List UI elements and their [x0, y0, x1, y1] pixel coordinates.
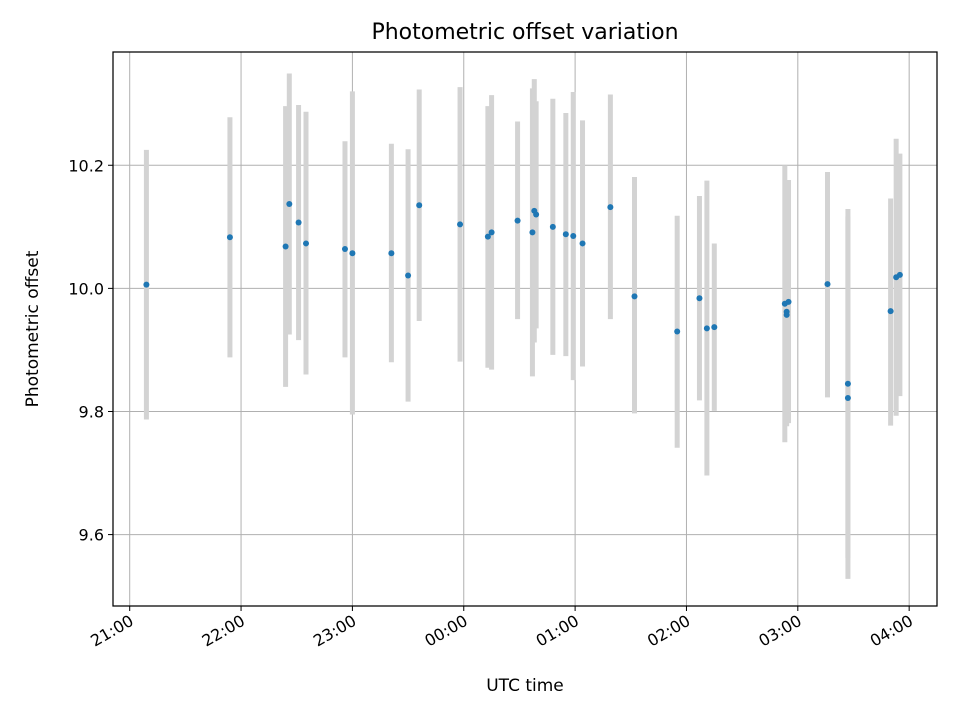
data-point — [896, 271, 903, 278]
data-point — [295, 219, 302, 226]
y-tick-label: 10.2 — [68, 156, 104, 175]
data-point — [341, 245, 348, 252]
data-point — [349, 250, 356, 257]
data-point — [844, 380, 851, 387]
y-axis-ticks: 9.6 9.8 10.0 10.2 — [68, 156, 113, 545]
data-point — [785, 298, 792, 305]
data-point — [579, 240, 586, 247]
data-point — [533, 211, 540, 218]
data-point — [696, 295, 703, 302]
y-tick-label: 9.6 — [79, 526, 104, 545]
data-point — [570, 233, 577, 240]
data-point — [844, 394, 851, 401]
data-point — [405, 272, 412, 279]
data-point — [703, 325, 710, 332]
data-point — [607, 204, 614, 211]
data-point — [631, 293, 638, 300]
data-point — [783, 311, 790, 318]
data-point — [824, 281, 831, 288]
data-point — [514, 217, 521, 224]
data-point — [711, 324, 718, 331]
y-axis-label: Photometric offset — [23, 250, 43, 407]
data-point — [549, 223, 556, 230]
data-point — [674, 328, 681, 335]
data-point — [286, 201, 293, 208]
x-axis-label: UTC time — [486, 676, 564, 696]
data-point — [562, 231, 569, 238]
plot-frame — [112, 51, 938, 607]
data-point — [457, 221, 464, 228]
data-point — [484, 233, 491, 240]
data-point — [488, 229, 495, 236]
y-tick-label: 10.0 — [68, 279, 104, 298]
data-point — [303, 240, 310, 247]
data-point — [887, 308, 894, 315]
chart-title: Photometric offset variation — [371, 20, 678, 45]
data-point — [416, 202, 423, 209]
data-point — [388, 250, 395, 257]
y-tick-label: 9.8 — [79, 402, 104, 421]
data-points — [143, 201, 903, 401]
data-point — [226, 234, 233, 241]
data-point — [282, 243, 289, 250]
data-point — [529, 229, 536, 236]
data-point — [143, 281, 150, 288]
